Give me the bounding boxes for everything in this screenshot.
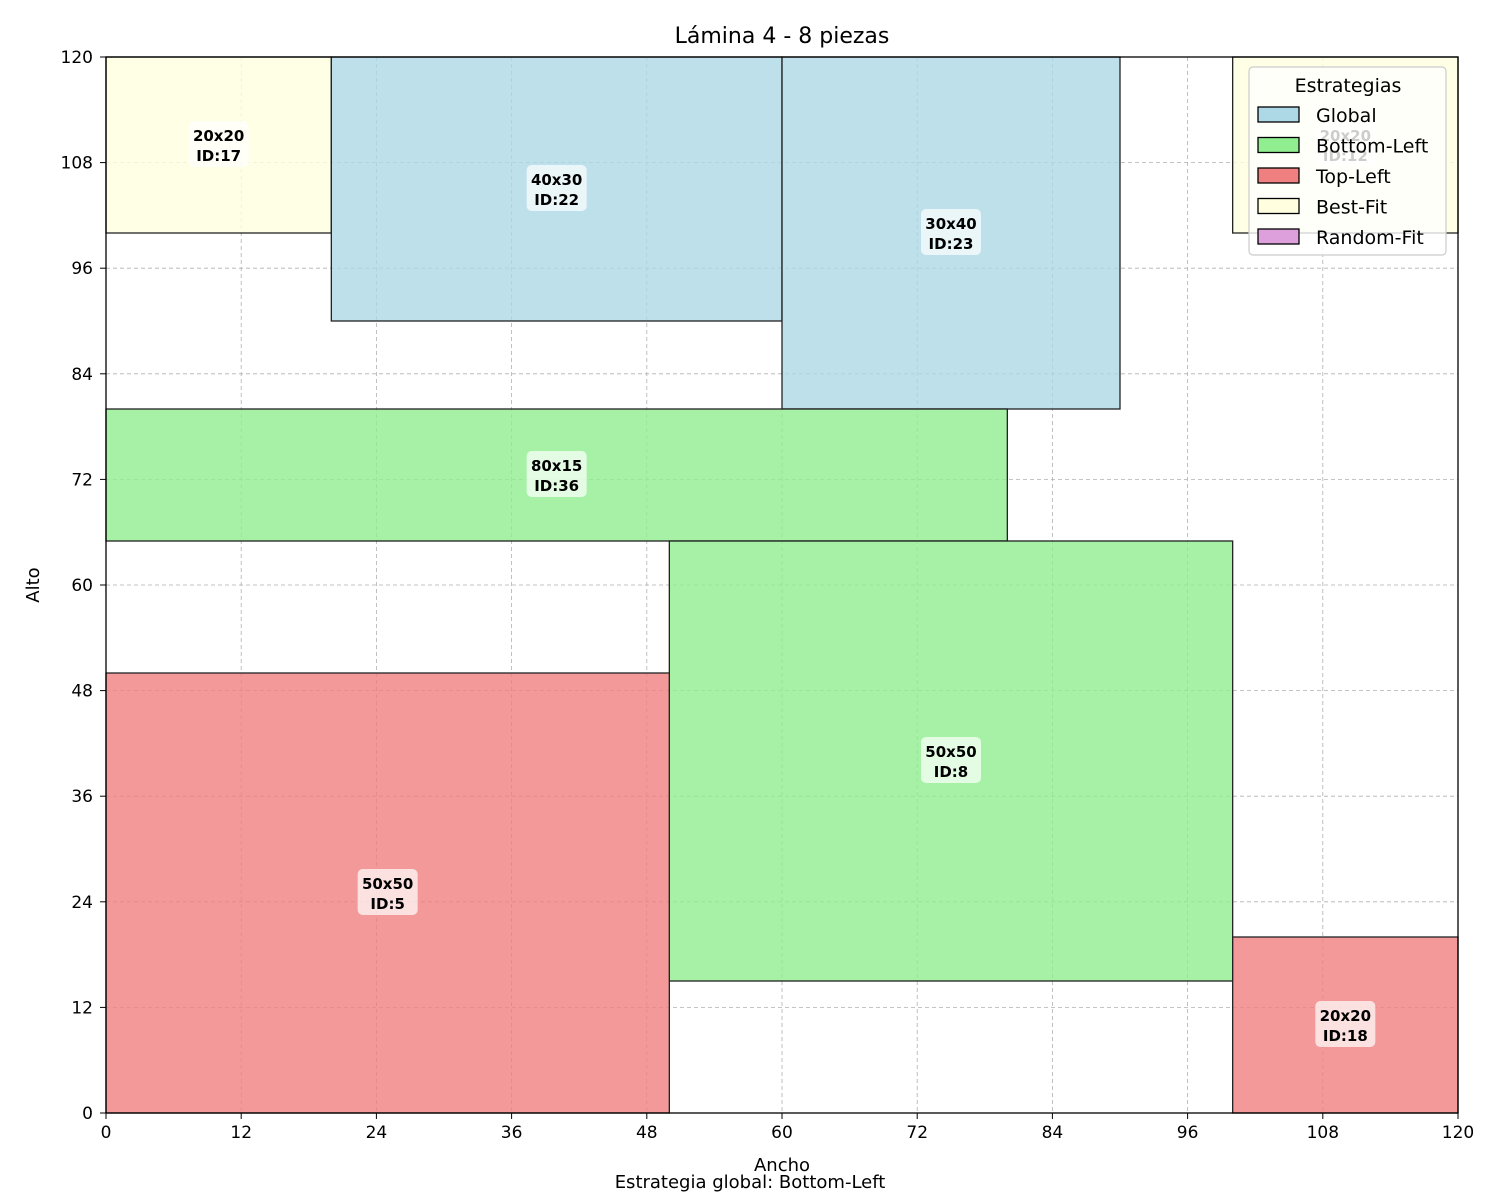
piece-36: 80x15 ID:36	[105, 408, 1008, 542]
piece-size-label: 40x30	[531, 171, 582, 189]
x-tick-label: 24	[366, 1123, 388, 1143]
x-tick-label: 84	[1042, 1123, 1064, 1143]
piece-id-label: ID:22	[534, 191, 579, 209]
y-tick-label: 120	[61, 48, 93, 68]
y-tick-label: 36	[71, 787, 93, 807]
x-tick-label: 0	[101, 1123, 112, 1143]
y-tick-label: 24	[71, 893, 93, 913]
piece-size-label: 50x50	[925, 743, 976, 761]
legend-swatch	[1257, 167, 1300, 184]
piece-size-label: 30x40	[925, 215, 976, 233]
legend-swatch	[1257, 136, 1300, 154]
piece-8: 50x50 ID:8	[668, 540, 1234, 982]
piece-label-box	[526, 165, 587, 211]
legend-label: Best-Fit	[1316, 197, 1387, 219]
x-axis-label: Ancho	[754, 1155, 810, 1176]
piece-label-box	[1315, 1001, 1376, 1047]
piece-id-label: ID:17	[196, 147, 241, 165]
piece-id-label: ID:23	[929, 235, 974, 253]
y-tick-label: 96	[71, 259, 93, 279]
x-tick-label: 96	[1177, 1123, 1199, 1143]
x-tick-label: 120	[1442, 1123, 1474, 1143]
piece-label-box	[921, 737, 981, 783]
legend-label: Bottom-Left	[1316, 136, 1428, 158]
y-axis-label: Alto	[23, 567, 44, 602]
legend: Estrategias Global Bottom-Left Top-Left Bes…	[1248, 66, 1447, 256]
piece-label-box	[357, 869, 418, 915]
y-axis-ticks: 0 12 24 36 48 60 72 84 96 108 120	[61, 48, 106, 1124]
piece-22: 40x30 ID:22	[330, 56, 783, 322]
legend-swatch	[1257, 106, 1300, 123]
x-tick-label: 36	[501, 1123, 523, 1143]
legend-entry: Global	[1257, 105, 1377, 127]
legend-entry: Best-Fit	[1257, 197, 1387, 219]
piece-size-label: 20x20	[1320, 1007, 1371, 1025]
legend-entries: Global Bottom-Left Top-Left Best-Fit Random-…	[1257, 105, 1428, 249]
chart-title: Lámina 4 - 8 piezas	[675, 24, 890, 49]
y-tick-label: 72	[71, 470, 93, 490]
y-tick-label: 48	[71, 682, 93, 702]
legend-entry: Top-Left	[1257, 166, 1391, 188]
legend-title: Estrategias	[1295, 75, 1402, 97]
piece-id-label: ID:36	[534, 477, 579, 495]
x-tick-label: 60	[771, 1123, 793, 1143]
legend-swatch	[1257, 228, 1300, 245]
piece-id-label: ID:18	[1323, 1027, 1368, 1045]
legend-label: Random-Fit	[1316, 227, 1424, 249]
piece-17: 20x20 ID:17	[105, 56, 332, 234]
y-tick-label: 108	[61, 154, 93, 174]
piece-label-box	[526, 451, 587, 497]
piece-label-box	[921, 209, 981, 255]
y-tick-label: 0	[82, 1104, 93, 1124]
y-tick-label: 12	[71, 998, 93, 1018]
x-axis-ticks: 0 12 24 36 48 60 72 84 96 108 120	[101, 1113, 1474, 1143]
piece-23: 30x40 ID:23	[781, 56, 1121, 410]
legend-swatch	[1257, 197, 1300, 215]
legend-entry: Bottom-Left	[1257, 136, 1428, 158]
piece-5: 50x50 ID:5	[105, 672, 670, 1114]
piece-size-label: 20x20	[193, 127, 244, 145]
piece-size-label: 50x50	[362, 875, 413, 893]
x-tick-label: 108	[1307, 1123, 1339, 1143]
x-tick-label: 72	[906, 1123, 928, 1143]
legend-entry: Random-Fit	[1257, 227, 1424, 249]
piece-size-label: 80x15	[531, 457, 582, 475]
y-tick-label: 84	[71, 365, 93, 385]
legend-label: Top-Left	[1315, 166, 1391, 188]
x-tick-label: 48	[636, 1123, 658, 1143]
piece-id-label: ID:8	[934, 763, 968, 781]
y-tick-label: 60	[71, 576, 93, 596]
footer-text: Estrategia global: Bottom-Left	[615, 1172, 886, 1193]
x-tick-label: 12	[230, 1123, 252, 1143]
legend-label: Global	[1316, 105, 1377, 127]
piece-id-label: ID:5	[370, 895, 404, 913]
piece-18: 20x20 ID:18	[1232, 936, 1459, 1114]
piece-label-box	[188, 121, 249, 167]
